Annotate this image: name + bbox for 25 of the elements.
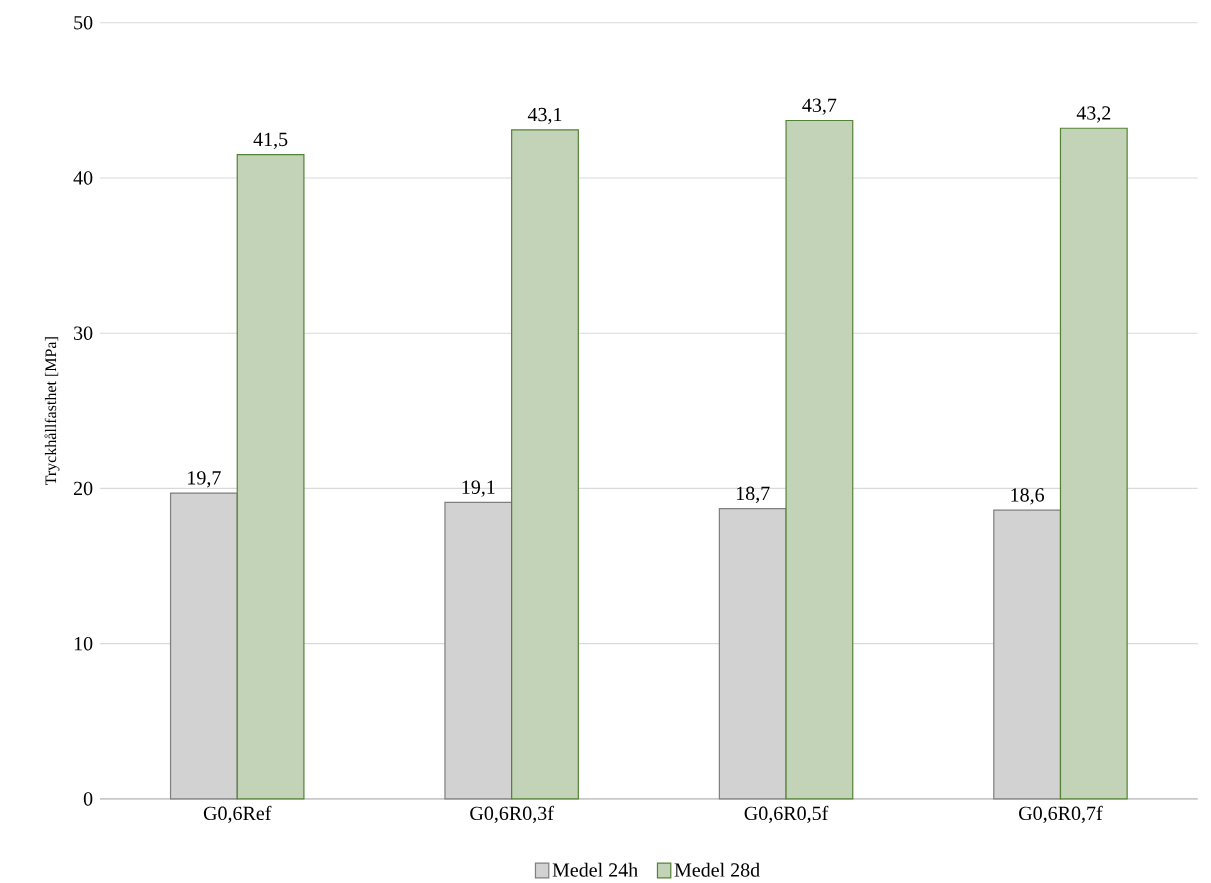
y-tick-label: 20 bbox=[73, 481, 93, 496]
y-tick-label: 50 bbox=[74, 15, 93, 30]
data-label: 18,7 bbox=[736, 486, 770, 504]
data-label: 41,5 bbox=[253, 132, 288, 150]
x-tick-label: G0,6Ref bbox=[203, 805, 272, 824]
bar bbox=[1059, 127, 1128, 800]
bar bbox=[785, 119, 854, 800]
y-tick-label: 0 bbox=[83, 792, 93, 806]
y-axis-title: Tryckhållfasthet [MPa] bbox=[44, 337, 60, 486]
data-label: 43,2 bbox=[1076, 106, 1111, 123]
x-tick-label: G0,6R0,3f bbox=[470, 805, 554, 824]
bar bbox=[236, 154, 305, 800]
legend-label: Medel 28d bbox=[674, 862, 760, 877]
data-label: 19,7 bbox=[188, 471, 221, 488]
data-label: 43,7 bbox=[802, 98, 837, 115]
x-tick-label: G0,6R0,5f bbox=[744, 805, 829, 824]
y-tick-label: 40 bbox=[73, 171, 93, 185]
data-label: 19,1 bbox=[462, 480, 495, 497]
y-tick-label: 10 bbox=[74, 636, 93, 651]
data-label: 18,6 bbox=[1011, 488, 1045, 505]
legend-label: Medel 24h bbox=[552, 862, 638, 877]
y-tick-label: 30 bbox=[74, 326, 93, 340]
x-tick-label: G0,6R0,7f bbox=[1019, 805, 1103, 824]
bar bbox=[511, 129, 579, 800]
data-label: 43,1 bbox=[527, 107, 562, 125]
